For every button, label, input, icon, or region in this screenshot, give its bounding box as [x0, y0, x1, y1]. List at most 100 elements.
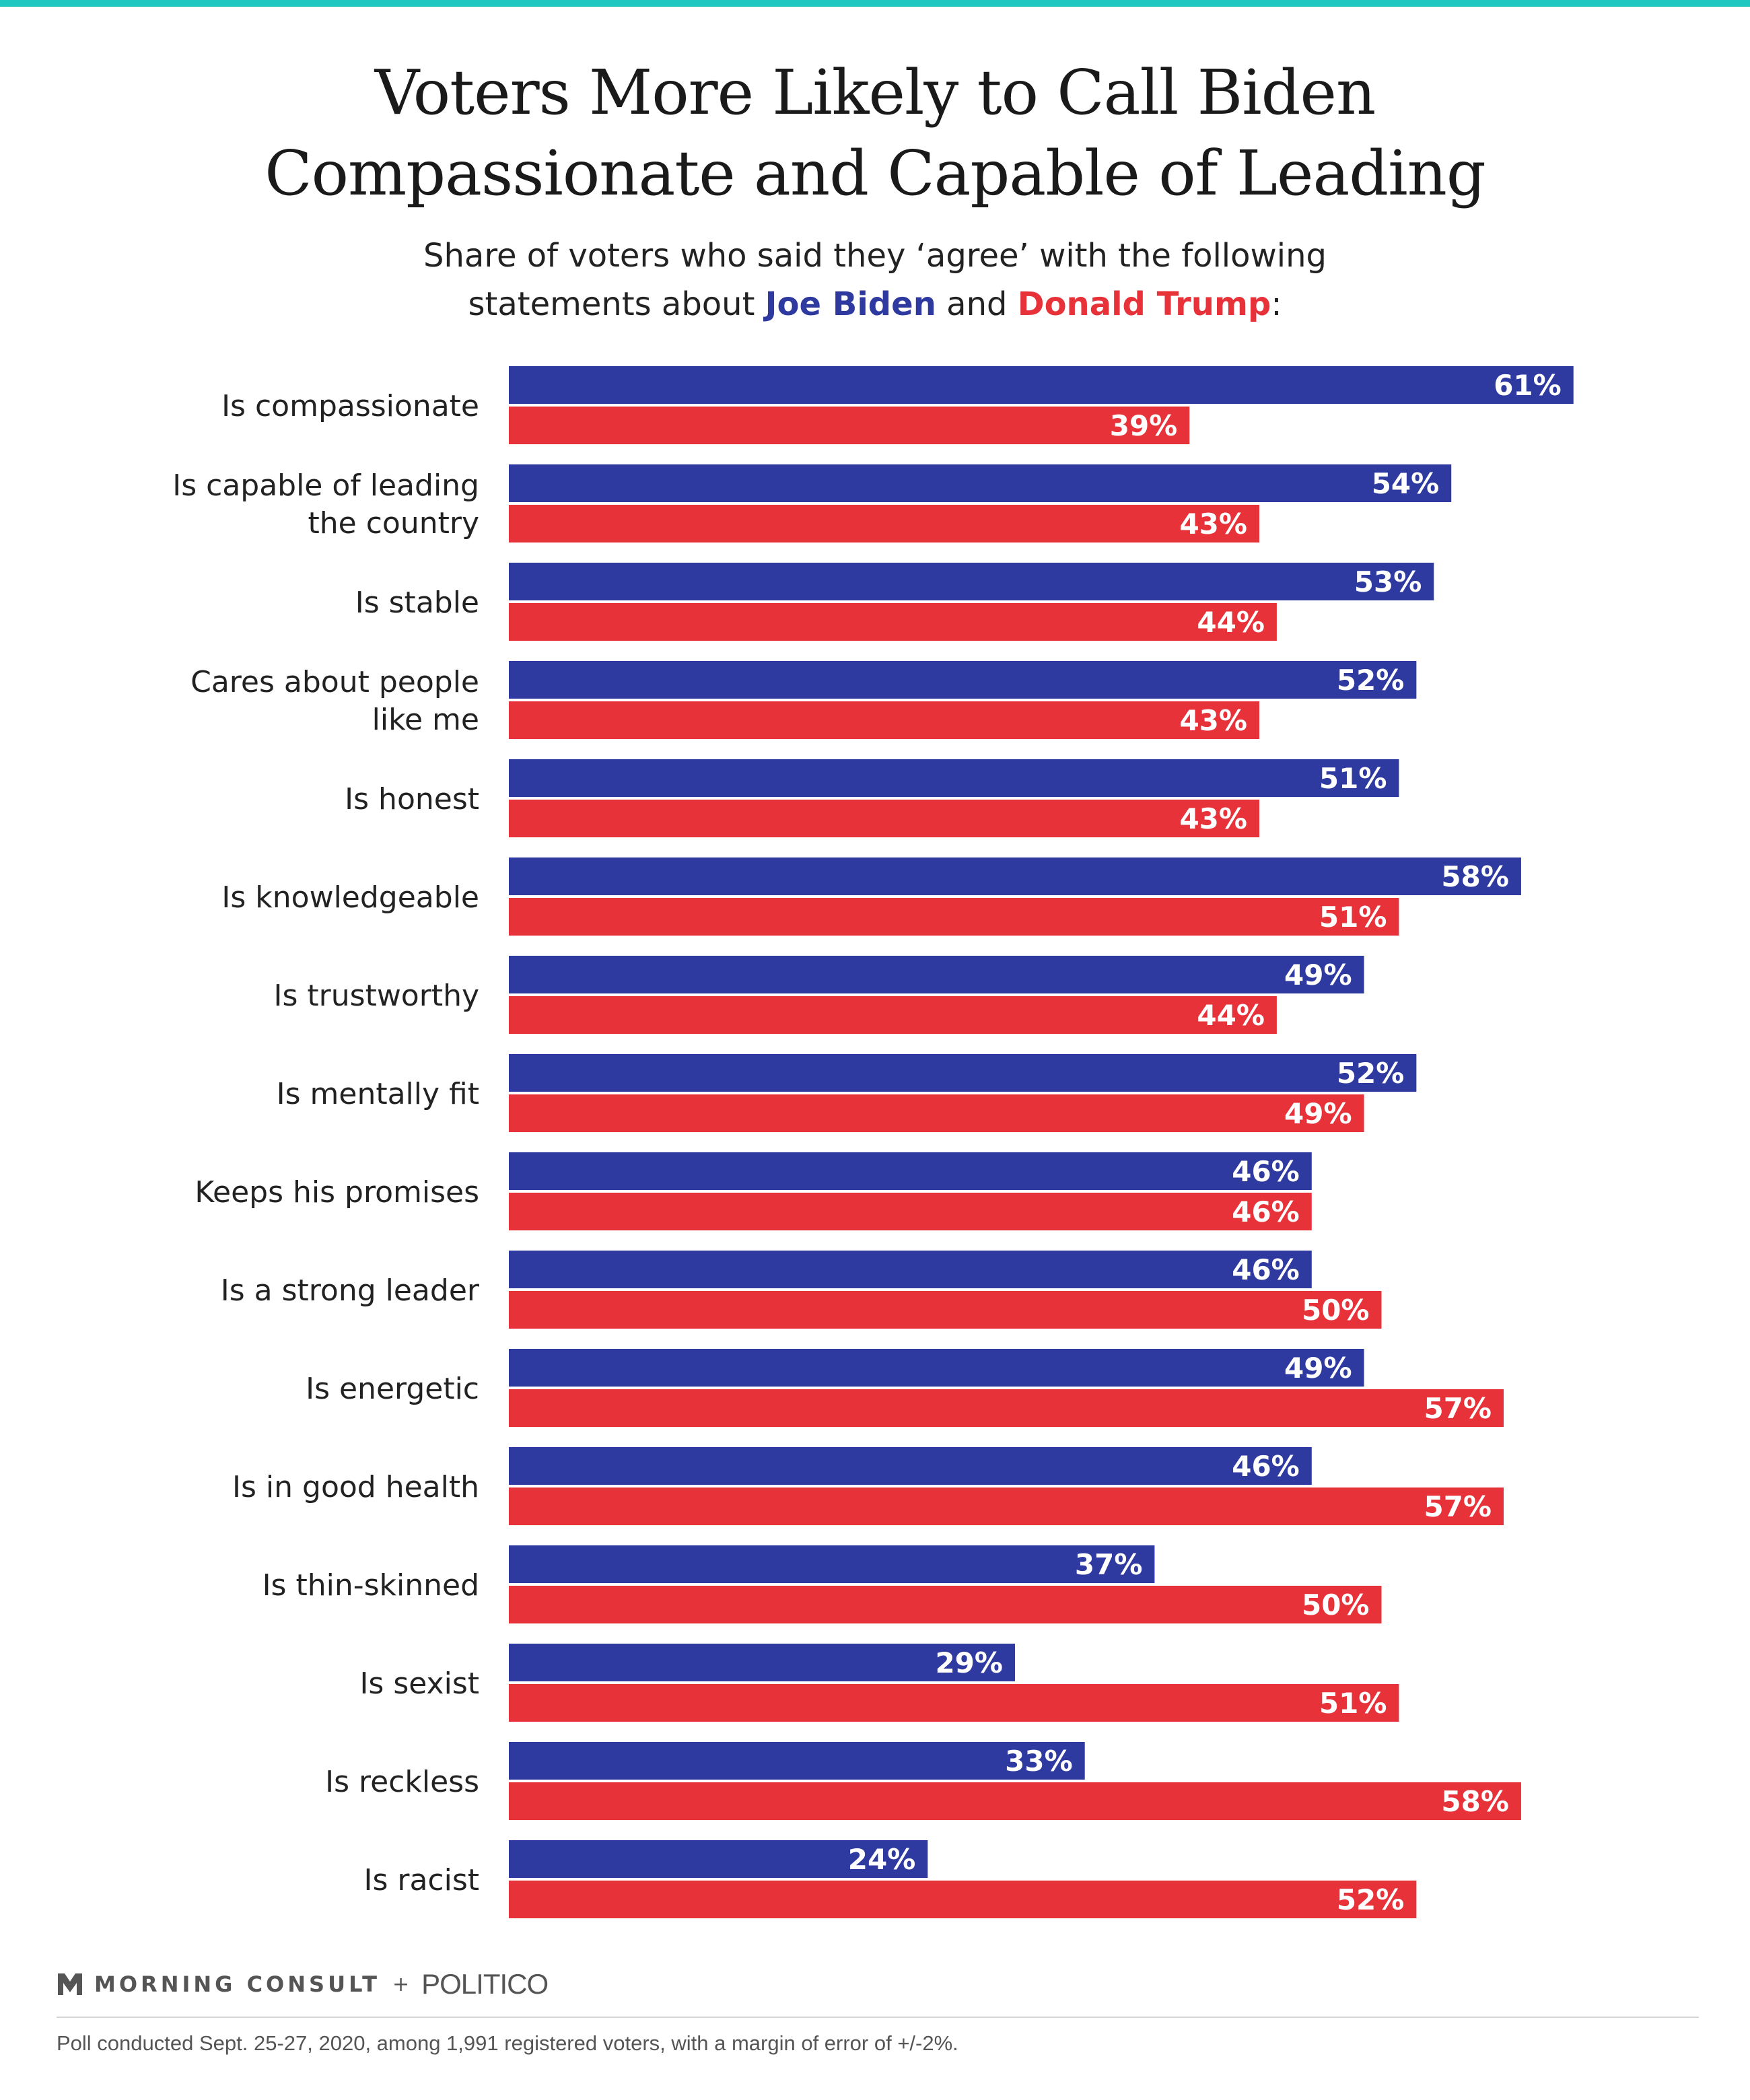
category-label-line: Is thin-skinned	[262, 1568, 479, 1603]
biden-value-label: 24%	[848, 1843, 916, 1876]
category-label: Is trustworthy	[274, 979, 479, 1013]
subtitle-line-2: statements about Joe Biden and Donald Tr…	[0, 280, 1750, 328]
category-label: Is a strong leader	[221, 1273, 480, 1308]
category-label-line: Is in good health	[232, 1470, 479, 1504]
trump-value-label: 50%	[1302, 1294, 1370, 1327]
morning-consult-logo-icon	[58, 1973, 82, 1995]
trump-bar	[509, 407, 1190, 444]
category-label-line: Is racist	[363, 1863, 479, 1897]
category-label: Is racist	[363, 1863, 479, 1897]
biden-value-label: 46%	[1232, 1450, 1300, 1483]
category-label-line: Is knowledgeable	[221, 880, 479, 915]
biden-value-label: 61%	[1494, 369, 1562, 402]
politico-wordmark: POLITICO	[421, 1968, 549, 2000]
chart-title-line-1: Voters More Likely to Call Biden	[374, 57, 1376, 129]
trump-bar	[509, 1881, 1417, 1918]
category-label: Is in good health	[232, 1470, 479, 1504]
category-label-line: Is mentally fit	[277, 1077, 479, 1111]
trump-value-label: 49%	[1284, 1097, 1352, 1130]
trump-bar	[509, 1193, 1312, 1230]
category-label: Is honest	[345, 782, 479, 816]
biden-value-label: 33%	[1005, 1745, 1073, 1778]
subtitle-line-1: Share of voters who said they ‘agree’ wi…	[423, 237, 1327, 275]
biden-value-label: 58%	[1441, 860, 1509, 893]
trump-bar	[509, 1684, 1399, 1722]
subtitle-prefix: statements about	[468, 285, 765, 323]
category-label: Cares about people like me	[190, 665, 479, 737]
trump-bar	[509, 603, 1277, 641]
trump-value-label: 44%	[1197, 999, 1265, 1032]
biden-value-label: 46%	[1232, 1155, 1300, 1188]
category-label: Is mentally fit	[277, 1077, 479, 1111]
trump-value-label: 43%	[1179, 704, 1247, 737]
category-label-line: Keeps his promises	[195, 1175, 479, 1210]
legend-trump: Donald Trump	[1017, 285, 1271, 323]
trump-bar	[509, 1094, 1364, 1132]
biden-bar	[509, 563, 1434, 600]
trump-bar	[509, 1389, 1504, 1427]
trump-value-label: 58%	[1441, 1785, 1509, 1818]
biden-bar	[509, 1447, 1312, 1485]
biden-bar	[509, 759, 1399, 797]
chart-subtitle: Share of voters who said they ‘agree’ wi…	[0, 232, 1750, 328]
category-label: Is compassionate	[221, 389, 479, 423]
chart-title-line-2: Compassionate and Capable of Leading	[265, 137, 1486, 209]
category-label: Is capable of leading the country	[172, 468, 479, 540]
category-label-line: Is compassionate	[221, 389, 479, 423]
trump-value-label: 57%	[1424, 1392, 1492, 1425]
category-label-line: Is honest	[345, 782, 479, 816]
trump-value-label: 52%	[1337, 1883, 1405, 1916]
category-label-line: Is reckless	[325, 1765, 479, 1799]
trump-bar	[509, 1586, 1382, 1623]
category-label-line: the country	[308, 506, 479, 540]
biden-value-label: 52%	[1337, 664, 1405, 697]
category-label: Is stable	[355, 586, 479, 620]
trump-bar	[509, 505, 1259, 542]
subtitle-and: and	[936, 285, 1018, 323]
category-label-line: Cares about people	[190, 665, 479, 699]
biden-value-label: 52%	[1337, 1057, 1405, 1090]
morning-consult-wordmark: MORNING CONSULT	[94, 1971, 380, 1997]
category-label-line: Is sexist	[359, 1667, 479, 1701]
brand-plus: +	[392, 1972, 410, 1996]
trump-bar	[509, 701, 1259, 739]
trump-value-label: 39%	[1110, 409, 1178, 442]
biden-bar	[509, 1152, 1312, 1190]
trump-bar	[509, 996, 1277, 1034]
biden-value-label: 54%	[1372, 467, 1440, 500]
trump-value-label: 43%	[1179, 508, 1247, 540]
biden-bar	[509, 1840, 928, 1878]
category-label-line: like me	[372, 703, 479, 737]
biden-value-label: 53%	[1354, 565, 1422, 598]
trump-value-label: 46%	[1232, 1195, 1300, 1228]
trump-bar	[509, 898, 1399, 936]
trump-value-label: 44%	[1197, 606, 1265, 639]
trump-bar	[509, 1291, 1382, 1329]
biden-bar	[509, 464, 1452, 502]
category-label: Keeps his promises	[195, 1175, 479, 1210]
category-label-line: Is trustworthy	[274, 979, 479, 1013]
category-label-line: Is energetic	[306, 1372, 479, 1406]
biden-bar	[509, 1349, 1364, 1387]
subtitle-suffix: :	[1271, 285, 1282, 323]
biden-value-label: 46%	[1232, 1253, 1300, 1286]
methodology-note: Poll conducted Sept. 25-27, 2020, among …	[57, 2031, 958, 2055]
biden-bar	[509, 1054, 1417, 1092]
trump-value-label: 51%	[1319, 1687, 1387, 1720]
biden-bar	[509, 661, 1417, 699]
biden-bar	[509, 858, 1521, 895]
category-label: Is knowledgeable	[221, 880, 479, 915]
legend-biden: Joe Biden	[765, 285, 936, 323]
trump-bar	[509, 800, 1259, 837]
trump-value-label: 57%	[1424, 1490, 1492, 1523]
trump-value-label: 43%	[1179, 802, 1247, 835]
biden-bar	[509, 956, 1364, 993]
biden-bar	[509, 1545, 1155, 1583]
brand-logos: MORNING CONSULT + POLITICO	[57, 1964, 549, 2004]
biden-value-label: 51%	[1319, 762, 1387, 795]
category-label-line: Is a strong leader	[221, 1273, 480, 1308]
category-label: Is sexist	[359, 1667, 479, 1701]
biden-bar	[509, 366, 1574, 404]
biden-value-label: 29%	[935, 1646, 1003, 1679]
